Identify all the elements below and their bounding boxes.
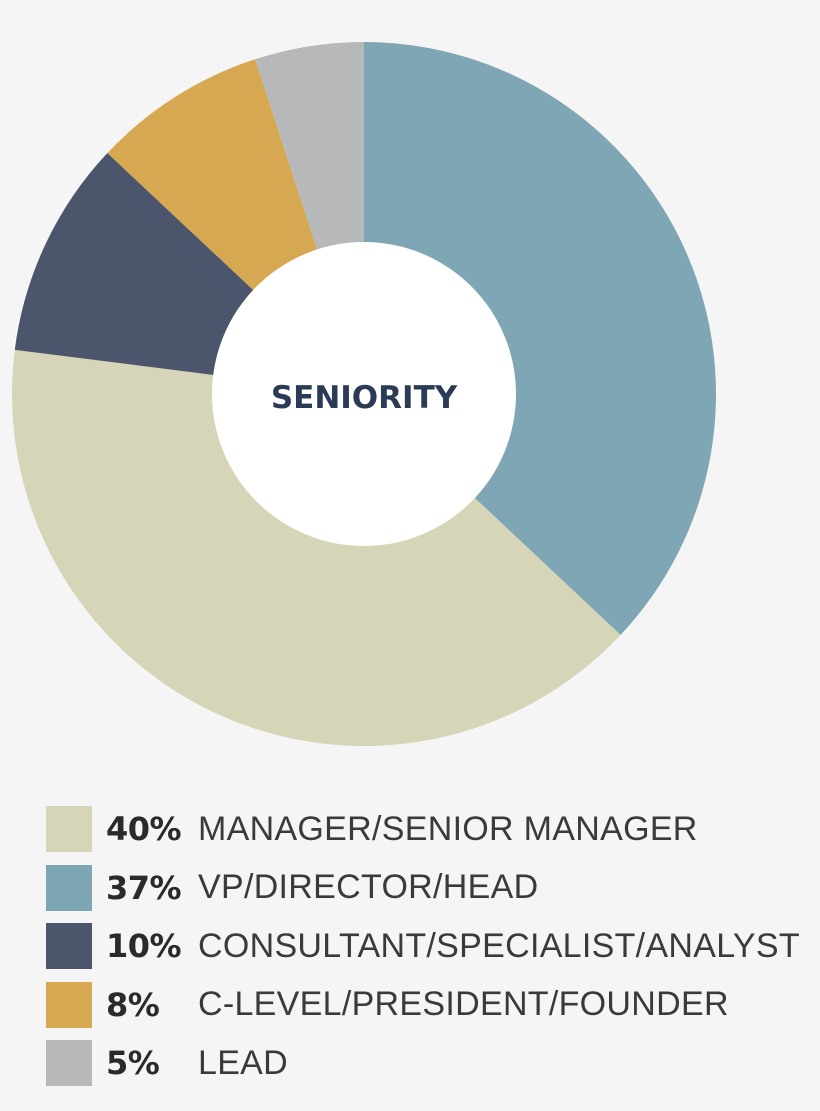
legend-percent: 5% [106, 1044, 160, 1083]
legend-label: CONSULTANT/SPECIALIST/ANALYST [198, 926, 800, 965]
legend-swatch [46, 923, 92, 970]
chart-title: SENIORITY [271, 380, 458, 416]
legend-label: MANAGER/SENIOR MANAGER [198, 809, 698, 848]
legend-percent: 8% [106, 985, 160, 1024]
legend-percent: 40% [106, 810, 182, 849]
legend-item: 10% CONSULTANT/SPECIALIST/ANALYST [46, 917, 816, 976]
legend-item: 37% VP/DIRECTOR/HEAD [46, 859, 816, 918]
legend-swatch [46, 864, 92, 911]
legend-label: C-LEVEL/PRESIDENT/FOUNDER [198, 985, 729, 1024]
legend-item: 8% C-LEVEL/PRESIDENT/FOUNDER [46, 976, 816, 1035]
legend-item: 40% MANAGER/SENIOR MANAGER [46, 800, 816, 859]
pie-slice-vp-director-head [364, 42, 716, 635]
legend-label: LEAD [198, 1043, 289, 1082]
chart-legend: 40% MANAGER/SENIOR MANAGER 37% VP/DIRECT… [46, 800, 816, 1093]
legend-swatch [46, 806, 92, 853]
legend-item: 5% LEAD [46, 1034, 816, 1093]
legend-percent: 10% [106, 927, 182, 966]
pie-slice-manager-senior-manager [11, 349, 621, 746]
donut-chart: SENIORITY [11, 42, 716, 746]
donut-center-hole [212, 242, 516, 546]
legend-swatch [46, 981, 92, 1028]
legend-swatch [46, 1040, 92, 1087]
legend-percent: 37% [106, 868, 182, 907]
legend-label: VP/DIRECTOR/HEAD [198, 868, 539, 907]
donut-slices [11, 42, 716, 746]
